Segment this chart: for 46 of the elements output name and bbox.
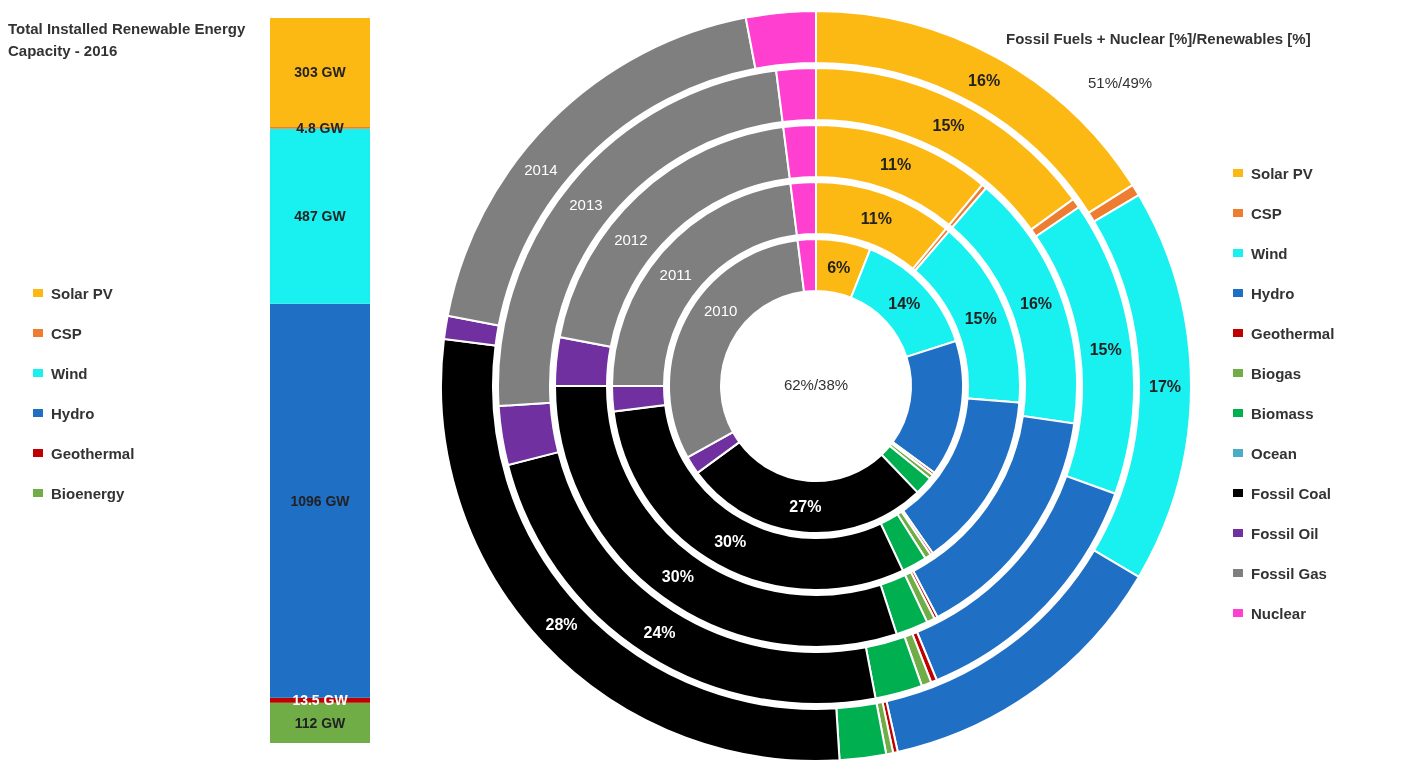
text: 51%/49% — [1088, 74, 1153, 91]
data-label: 487 GW — [294, 208, 347, 225]
legend-label: Wind — [51, 364, 88, 382]
slice-label: 2012 — [613, 231, 649, 249]
slice-label: 2014 — [523, 161, 559, 179]
legend-label: Bioenergy — [51, 484, 125, 502]
data-label: 14% — [888, 294, 921, 312]
data-label: 17% — [1148, 377, 1182, 395]
data-label: 6% — [827, 258, 851, 276]
text: Fossil Fuels + Nuclear [%]/Renewables [%] — [1006, 30, 1311, 47]
slice-label: 2011 — [658, 266, 693, 284]
data-label: 11% — [880, 156, 912, 174]
text: Total Installed Renewable Energy Capacity - 2016 — [8, 19, 247, 61]
data-label: 303 GW — [294, 64, 347, 81]
data-label: 11% — [860, 210, 892, 228]
data-label: 27% — [789, 498, 822, 516]
data-label: 16% — [968, 71, 1001, 89]
data-label: 15% — [1089, 340, 1122, 358]
data-label: 112 GW — [294, 714, 347, 731]
text: 62%/38% — [782, 376, 850, 393]
legend-label: Fossil Gas — [1251, 564, 1327, 582]
legend-label: Fossil Oil — [1251, 524, 1319, 542]
slice-label: 2013 — [568, 196, 604, 214]
legend-label: Geothermal — [51, 444, 135, 462]
data-label: 15% — [964, 309, 997, 327]
legend-label: Nuclear — [1251, 604, 1307, 622]
legend-label: Ocean — [1251, 444, 1297, 462]
legend-label: CSP — [1251, 204, 1282, 222]
slice-label: 2010 — [702, 301, 739, 319]
legend-label: CSP — [51, 324, 82, 342]
data-label: 15% — [932, 117, 965, 135]
data-label: 1096 GW — [290, 492, 351, 509]
data-label: 30% — [714, 533, 747, 551]
legend-label: Hydro — [51, 404, 95, 422]
data-label: 24% — [643, 624, 676, 642]
legend-label: Fossil Coal — [1251, 484, 1332, 502]
legend-label: Wind — [1251, 244, 1288, 262]
legend-label: Biogas — [1251, 364, 1302, 382]
legend-label: Solar PV — [51, 284, 113, 302]
legend-label: Biomass — [1251, 404, 1314, 422]
legend-label: Solar PV — [1251, 164, 1313, 182]
data-label: 28% — [545, 616, 578, 634]
legend-label: Hydro — [1251, 284, 1295, 302]
legend-label: Geothermal — [1251, 324, 1335, 342]
data-label: 16% — [1020, 295, 1053, 313]
data-label: 30% — [661, 567, 694, 585]
